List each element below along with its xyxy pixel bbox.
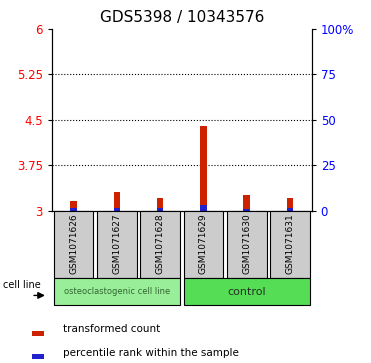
Bar bbox=[54, 211, 93, 278]
Bar bbox=[270, 211, 310, 278]
Bar bbox=[157, 199, 163, 211]
Text: osteoclastogenic cell line: osteoclastogenic cell line bbox=[64, 287, 170, 296]
Title: GDS5398 / 10343576: GDS5398 / 10343576 bbox=[99, 10, 264, 25]
Bar bbox=[114, 208, 120, 211]
Text: GSM1071626: GSM1071626 bbox=[69, 214, 78, 274]
Bar bbox=[287, 208, 293, 211]
Text: cell line: cell line bbox=[3, 280, 40, 290]
Bar bbox=[32, 354, 45, 359]
Bar bbox=[184, 278, 310, 305]
Bar bbox=[32, 331, 45, 336]
Bar bbox=[227, 211, 267, 278]
Text: GSM1071629: GSM1071629 bbox=[199, 214, 208, 274]
Bar bbox=[70, 208, 77, 211]
Bar bbox=[200, 126, 207, 211]
Bar bbox=[200, 205, 207, 211]
Bar bbox=[287, 199, 293, 211]
Text: GSM1071627: GSM1071627 bbox=[112, 214, 121, 274]
Bar bbox=[54, 278, 180, 305]
Bar bbox=[157, 208, 163, 211]
Bar bbox=[140, 211, 180, 278]
Bar bbox=[184, 211, 223, 278]
Text: control: control bbox=[227, 287, 266, 297]
Bar bbox=[243, 209, 250, 211]
Text: GSM1071631: GSM1071631 bbox=[286, 214, 295, 274]
Text: percentile rank within the sample: percentile rank within the sample bbox=[63, 348, 239, 358]
Bar bbox=[243, 195, 250, 211]
Bar bbox=[97, 211, 137, 278]
Bar bbox=[114, 192, 120, 211]
Bar bbox=[70, 201, 77, 211]
Text: GSM1071628: GSM1071628 bbox=[156, 214, 165, 274]
Text: transformed count: transformed count bbox=[63, 324, 160, 334]
Text: GSM1071630: GSM1071630 bbox=[242, 214, 251, 274]
